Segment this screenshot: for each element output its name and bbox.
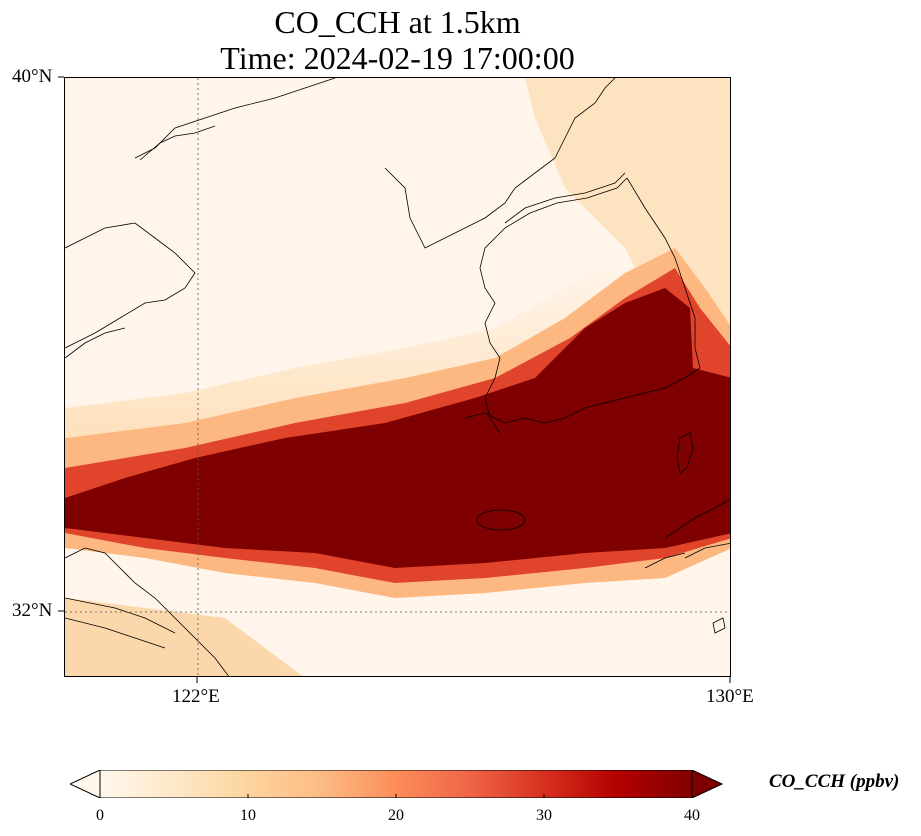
colorbar-extend-low xyxy=(68,769,101,799)
colorbar-tick-label: 20 xyxy=(388,807,404,824)
map-panel[interactable] xyxy=(64,77,731,677)
plume-core xyxy=(65,288,730,568)
lat-tick-32: 32°N xyxy=(12,600,53,621)
map-canvas xyxy=(65,78,730,676)
colorbar-tick-label: 10 xyxy=(240,807,256,824)
lon-tick-130: 130°E xyxy=(706,686,754,707)
plume-fade xyxy=(65,258,625,438)
plume-halo-southwest xyxy=(65,598,303,676)
colorbar-graphic xyxy=(68,769,724,799)
colorbar-tick-label: 30 xyxy=(536,807,552,824)
colorbar-gradient xyxy=(100,770,692,798)
colorbar-title: CO_CCH (ppbv) xyxy=(769,771,900,792)
map-subtitle-time: Time: 2024-02-19 17:00:00 xyxy=(220,40,575,76)
lat-tick-40: 40°N xyxy=(12,66,53,87)
coastlines xyxy=(65,78,730,676)
colorbar-tick-label: 0 xyxy=(96,807,104,824)
gridlines xyxy=(65,78,730,676)
colorbar xyxy=(68,769,725,799)
lon-tick-122: 122°E xyxy=(172,686,220,707)
map-title: CO_CCH at 1.5km xyxy=(274,4,521,40)
colorbar-tick-label: 40 xyxy=(684,807,700,824)
colorbar-extend-high xyxy=(691,769,724,799)
